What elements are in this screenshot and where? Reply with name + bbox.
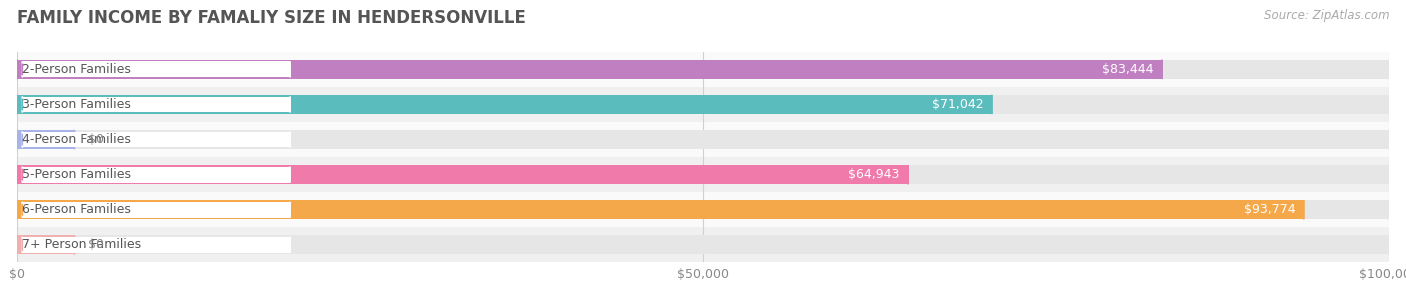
Text: 7+ Person Families: 7+ Person Families (22, 238, 142, 251)
Bar (17, 52, 1389, 87)
Bar (17, 130, 75, 149)
Bar (17, 200, 1389, 219)
Bar (17, 165, 1389, 184)
Text: $0: $0 (89, 238, 104, 251)
Text: $93,774: $93,774 (1244, 203, 1295, 216)
Bar (22, 237, 290, 253)
Text: 5-Person Families: 5-Person Families (22, 168, 131, 181)
Text: 3-Person Families: 3-Person Families (22, 98, 131, 111)
Bar (22, 167, 290, 182)
Bar (22, 202, 290, 217)
Bar (17, 200, 1303, 219)
Text: 2-Person Families: 2-Person Families (22, 63, 131, 76)
Bar (17, 235, 1389, 254)
Text: FAMILY INCOME BY FAMALIY SIZE IN HENDERSONVILLE: FAMILY INCOME BY FAMALIY SIZE IN HENDERS… (17, 9, 526, 27)
Bar (17, 60, 1389, 79)
Text: $0: $0 (89, 133, 104, 146)
Bar (17, 235, 75, 254)
Bar (22, 97, 290, 112)
Text: Source: ZipAtlas.com: Source: ZipAtlas.com (1264, 9, 1389, 22)
Bar (17, 130, 1389, 149)
Bar (17, 192, 1389, 227)
Bar (17, 87, 1389, 122)
Bar (17, 157, 1389, 192)
Bar (17, 95, 1389, 114)
Bar (22, 132, 290, 147)
Text: $64,943: $64,943 (848, 168, 900, 181)
Text: 4-Person Families: 4-Person Families (22, 133, 131, 146)
Bar (17, 60, 1161, 79)
Bar (17, 95, 991, 114)
Bar (22, 62, 290, 77)
Text: $71,042: $71,042 (932, 98, 984, 111)
Bar (17, 122, 1389, 157)
Bar (17, 165, 908, 184)
Bar (17, 227, 1389, 262)
Text: $83,444: $83,444 (1102, 63, 1154, 76)
Text: 6-Person Families: 6-Person Families (22, 203, 131, 216)
